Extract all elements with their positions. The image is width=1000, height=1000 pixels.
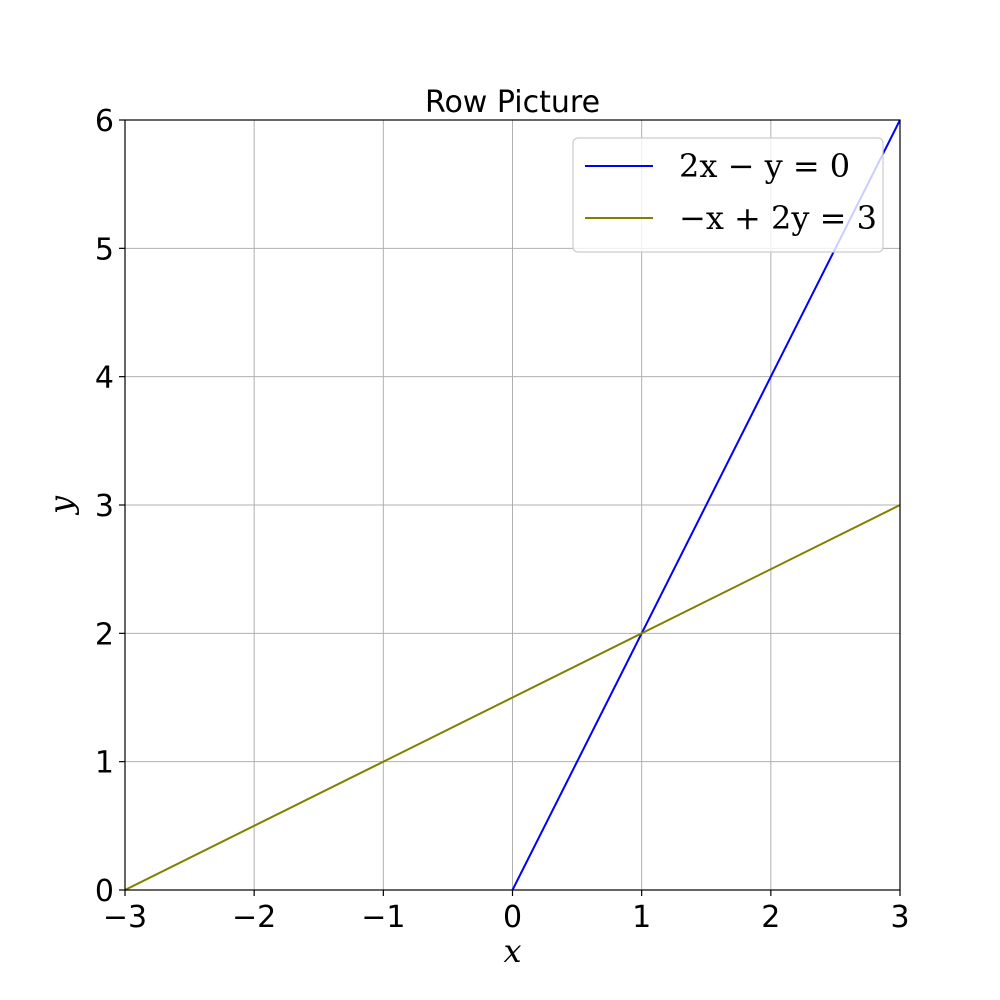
axis-ticks: −3 −2 −1 0 1 2 3 0 1 2 3 4 5 6 bbox=[95, 104, 910, 935]
y-tick-label: 0 bbox=[95, 874, 114, 909]
y-tick-label: 3 bbox=[95, 489, 114, 524]
y-tick-label: 6 bbox=[95, 104, 114, 139]
x-tick-label: −1 bbox=[361, 900, 405, 935]
y-tick-label: 1 bbox=[95, 746, 114, 781]
x-tick-label: 1 bbox=[632, 900, 651, 935]
x-tick-label: 2 bbox=[761, 900, 780, 935]
legend-label: −x + 2y = 3 bbox=[679, 199, 877, 237]
x-tick-label: 0 bbox=[503, 900, 522, 935]
y-tick-label: 2 bbox=[95, 617, 114, 652]
y-tick-label: 5 bbox=[95, 232, 114, 267]
x-axis-label: x bbox=[503, 932, 521, 970]
y-axis-label: y bbox=[42, 495, 80, 516]
chart-title: Row Picture bbox=[425, 85, 600, 120]
legend-label: 2x − y = 0 bbox=[679, 147, 850, 185]
series-line-2 bbox=[124, 504, 901, 891]
legend: 2x − y = 0 −x + 2y = 3 bbox=[572, 137, 884, 253]
x-tick-label: 3 bbox=[890, 900, 909, 935]
x-tick-label: −3 bbox=[103, 900, 147, 935]
y-tick-label: 4 bbox=[95, 361, 114, 396]
x-tick-label: −2 bbox=[232, 900, 276, 935]
